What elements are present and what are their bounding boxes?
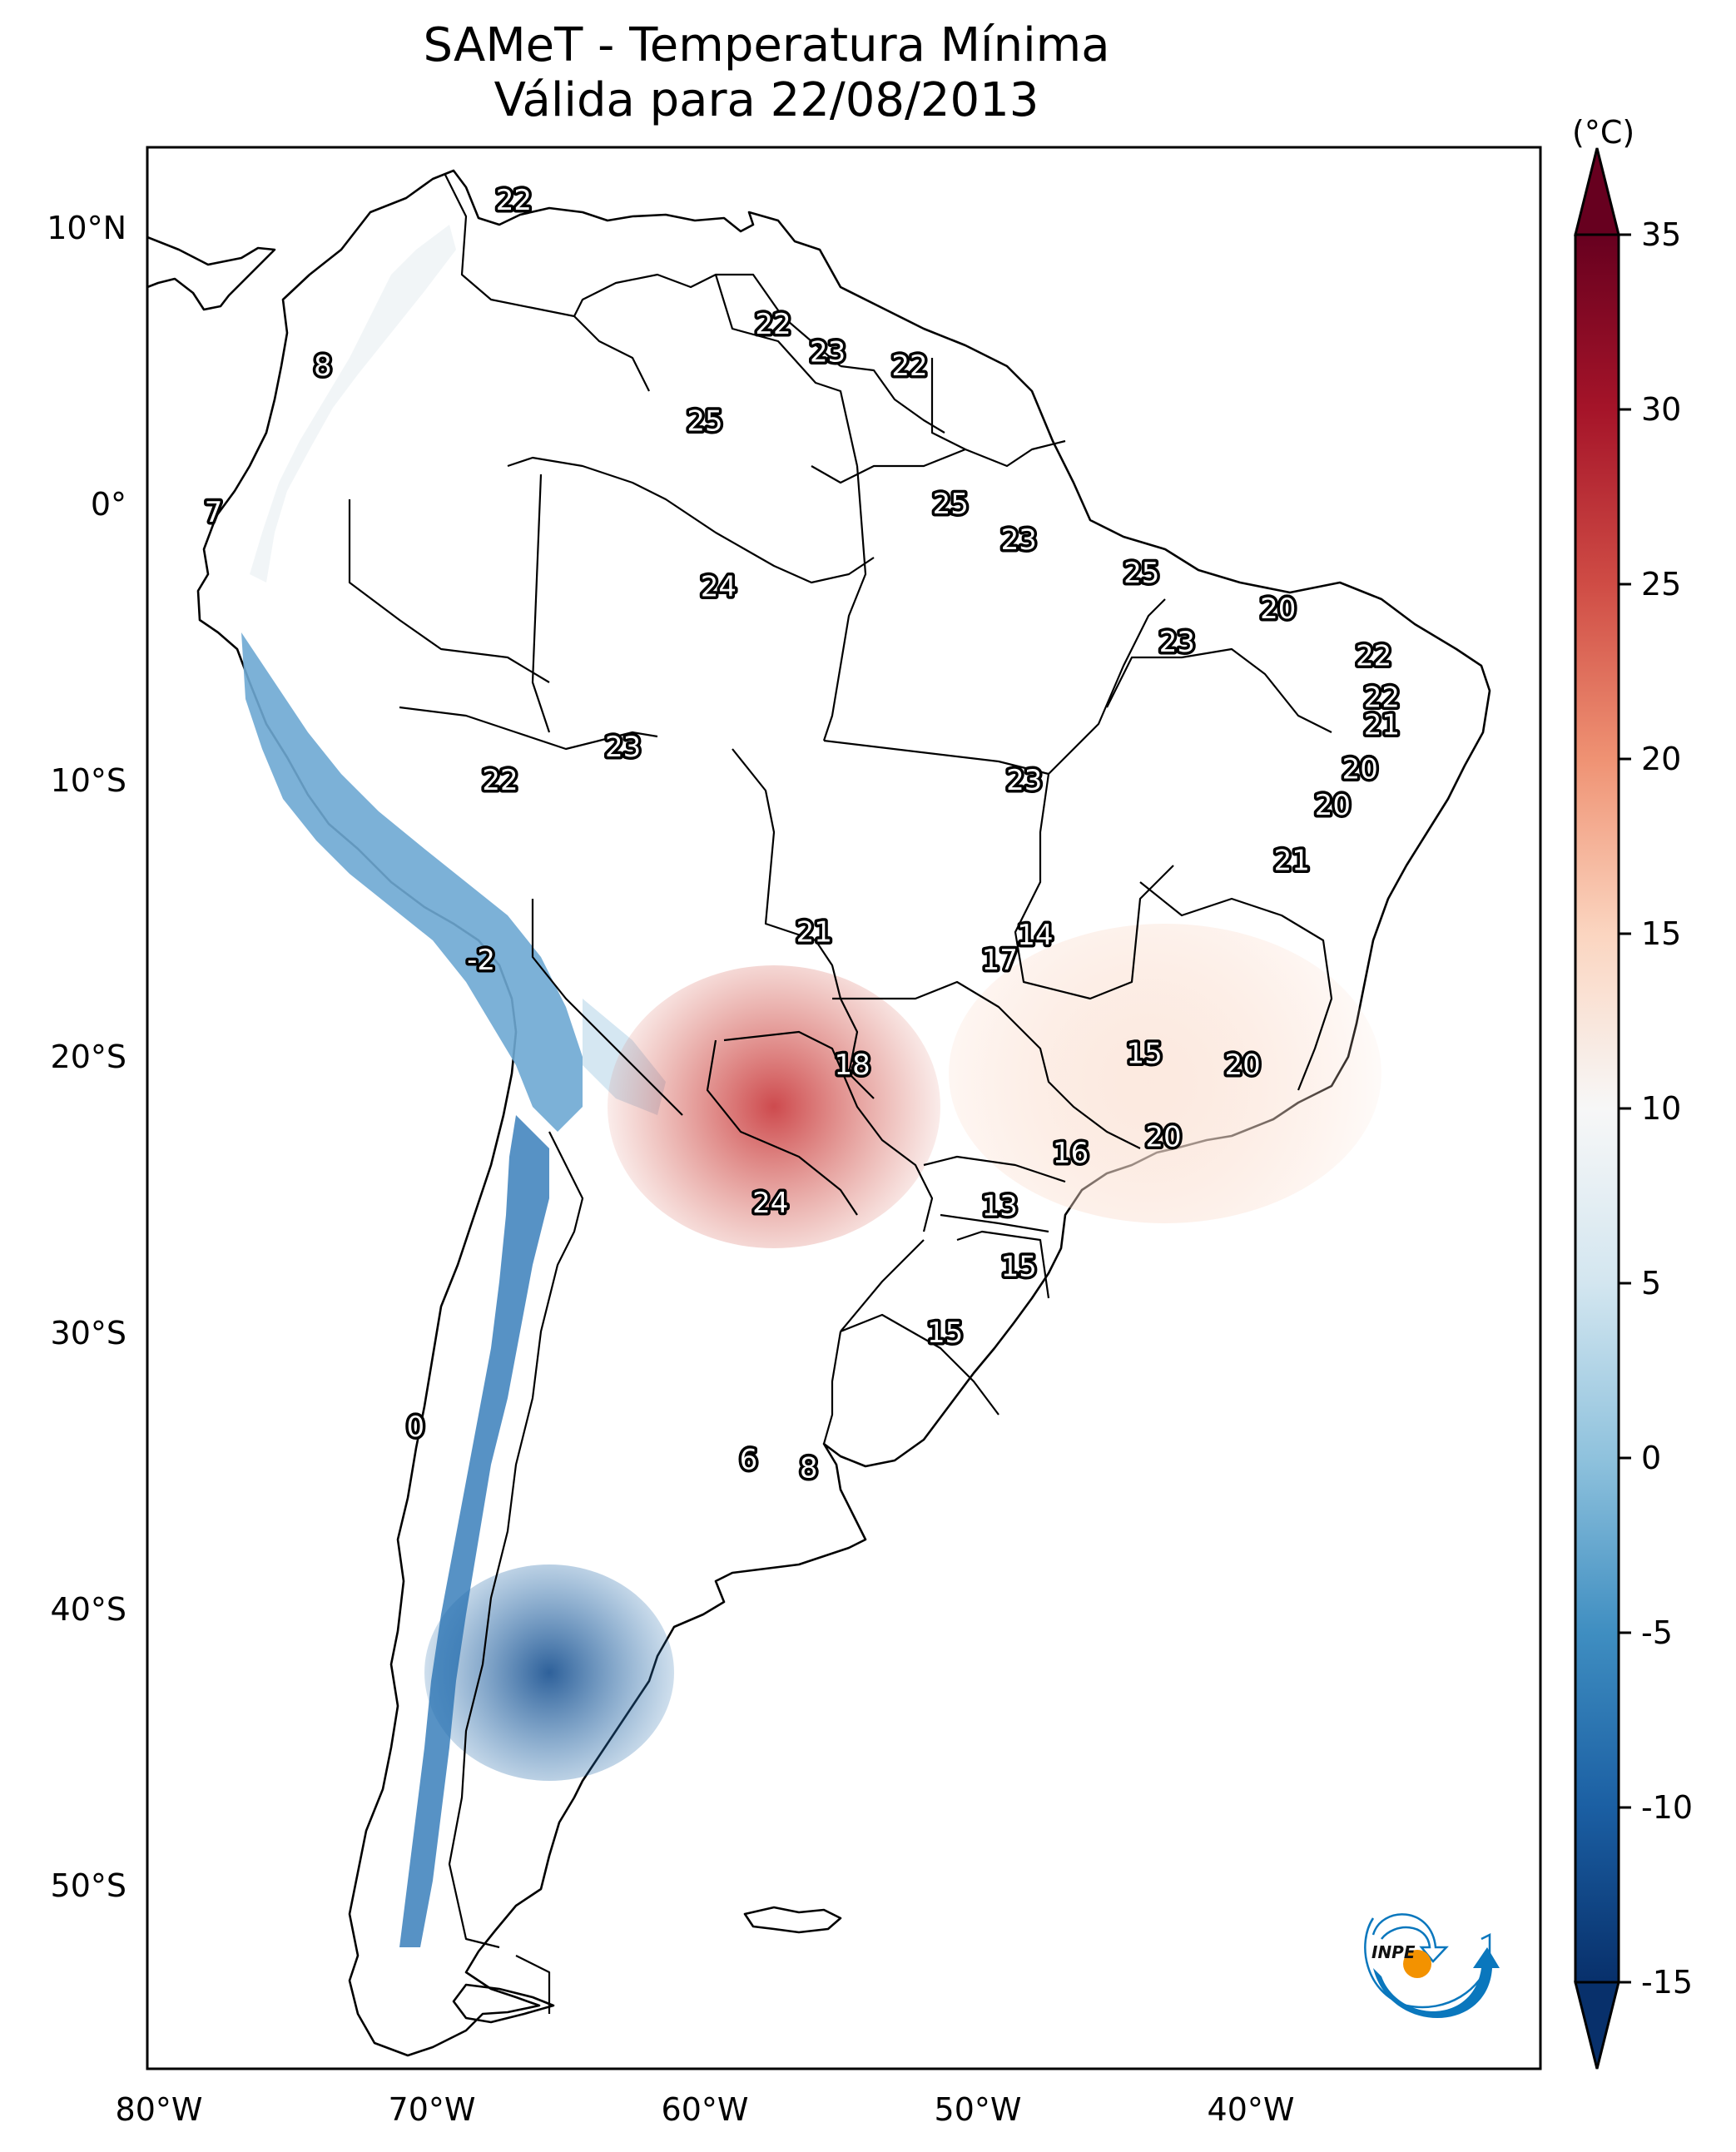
value-label: 24 bbox=[752, 1187, 788, 1220]
value-label: 6 bbox=[740, 1444, 758, 1477]
longitude-axis: 80°W 70°W 60°W 50°W 40°W bbox=[116, 2091, 1295, 2128]
value-label: 13 bbox=[982, 1189, 1018, 1222]
lon-tick-label: 60°W bbox=[662, 2091, 749, 2128]
andes-cool-south bbox=[399, 1115, 549, 1947]
value-label: 20 bbox=[1315, 789, 1351, 822]
colorbar-extend-max bbox=[1574, 147, 1620, 236]
value-label: 23 bbox=[605, 731, 641, 764]
value-label: 14 bbox=[1017, 919, 1053, 952]
lon-tick-label: 50°W bbox=[935, 2091, 1022, 2128]
map-content bbox=[147, 169, 1491, 2057]
value-label: 20 bbox=[1225, 1049, 1261, 1082]
title-line-1: SAMeT - Temperatura Mínima bbox=[423, 18, 1110, 72]
value-label: 22 bbox=[1356, 640, 1391, 673]
value-label: 15 bbox=[1126, 1038, 1162, 1071]
value-label: 24 bbox=[701, 571, 737, 604]
logo-arrow-inner bbox=[1371, 1913, 1449, 1963]
colorbar-tick-label: 0 bbox=[1641, 1440, 1661, 1476]
land-south-america bbox=[196, 169, 1491, 2057]
colorbar: (°C) 35 30 25 20 15 10 5 0 -5 -10 -15 bbox=[1572, 114, 1693, 2070]
map-frame bbox=[146, 146, 1542, 2070]
colorbar-ticks: 35 30 25 20 15 10 5 0 -5 -10 -15 bbox=[1619, 216, 1693, 2001]
inpe-logo: INPE bbox=[1364, 1913, 1500, 2018]
value-label: 15 bbox=[1001, 1250, 1037, 1283]
value-label: 25 bbox=[687, 404, 722, 438]
colorbar-tick-label: -10 bbox=[1641, 1789, 1693, 1826]
colorbar-unit-label: (°C) bbox=[1572, 114, 1634, 151]
value-label: 21 bbox=[1364, 709, 1400, 742]
value-label: 22 bbox=[891, 350, 927, 383]
colorbar-tick-label: 30 bbox=[1641, 391, 1681, 428]
lat-tick-label: 30°S bbox=[51, 1315, 126, 1351]
value-label: 21 bbox=[796, 916, 832, 950]
value-label: 23 bbox=[1006, 764, 1042, 797]
value-label: 25 bbox=[933, 488, 969, 521]
patagonia-cold-spot bbox=[424, 1564, 674, 1781]
lon-tick-label: 40°W bbox=[1208, 2091, 1295, 2128]
value-label: 22 bbox=[496, 184, 532, 217]
andes-cool-central bbox=[241, 632, 583, 1132]
value-label: 23 bbox=[1159, 626, 1195, 659]
value-label: 20 bbox=[1342, 753, 1378, 786]
lat-tick-label: 20°S bbox=[51, 1039, 126, 1075]
value-label: 17 bbox=[982, 944, 1018, 977]
colorbar-tick-label: 20 bbox=[1641, 741, 1681, 777]
lat-tick-label: 10°N bbox=[47, 210, 126, 246]
value-label: 7 bbox=[205, 496, 223, 529]
colorbar-tick-label: -5 bbox=[1641, 1614, 1673, 1651]
colorbar-tick-label: -15 bbox=[1641, 1964, 1693, 2001]
value-label: 22 bbox=[755, 308, 791, 341]
value-label: 23 bbox=[1001, 523, 1037, 557]
lat-tick-label: 0° bbox=[91, 486, 126, 523]
value-label: 16 bbox=[1053, 1137, 1089, 1170]
land-tierra-del-fuego bbox=[452, 1983, 555, 2024]
value-label: 20 bbox=[1145, 1120, 1181, 1153]
colorbar-tick-label: 5 bbox=[1641, 1265, 1661, 1302]
lon-tick-label: 70°W bbox=[389, 2091, 476, 2128]
value-label: -2 bbox=[467, 944, 495, 977]
value-label: 21 bbox=[1274, 844, 1310, 877]
colorbar-tick-label: 15 bbox=[1641, 915, 1681, 952]
value-label: 23 bbox=[810, 335, 846, 369]
land-central-america bbox=[147, 236, 276, 311]
title-line-2: Válida para 22/08/2013 bbox=[494, 73, 1039, 127]
logo-text: INPE bbox=[1371, 1942, 1416, 1962]
value-label: 25 bbox=[1123, 557, 1159, 590]
colorbar-tick-label: 35 bbox=[1641, 216, 1681, 253]
lat-tick-label: 40°S bbox=[51, 1591, 126, 1628]
colorbar-extend-min bbox=[1574, 1981, 1620, 2070]
lat-tick-label: 10°S bbox=[51, 762, 126, 799]
political-borders bbox=[348, 174, 1333, 2014]
value-label: 18 bbox=[834, 1049, 870, 1082]
southeast-cool-area bbox=[949, 924, 1381, 1223]
chart-title: SAMeT - Temperatura Mínima Válida para 2… bbox=[0, 18, 1533, 128]
logo-sun bbox=[1403, 1950, 1431, 1978]
latitude-axis: 10°N 0° 10°S 20°S 30°S 40°S 50°S bbox=[47, 210, 126, 1904]
colorbar-tick-label: 10 bbox=[1641, 1090, 1681, 1127]
value-label: 0 bbox=[406, 1411, 424, 1444]
logo-arrow-big bbox=[1373, 1947, 1500, 2018]
lat-tick-label: 50°S bbox=[51, 1867, 126, 1904]
value-label: 20 bbox=[1260, 593, 1296, 626]
value-label: 15 bbox=[927, 1316, 963, 1350]
land-falklands bbox=[743, 1906, 842, 1934]
colorbar-bar bbox=[1574, 233, 1620, 1984]
lon-tick-label: 80°W bbox=[116, 2091, 203, 2128]
value-label: 8 bbox=[314, 350, 332, 383]
value-label: 22 bbox=[482, 764, 518, 797]
value-label: 22 bbox=[1364, 681, 1400, 714]
colorbar-tick-label: 25 bbox=[1641, 566, 1681, 602]
andes-cool-north bbox=[250, 225, 456, 583]
value-label: 8 bbox=[800, 1452, 818, 1485]
